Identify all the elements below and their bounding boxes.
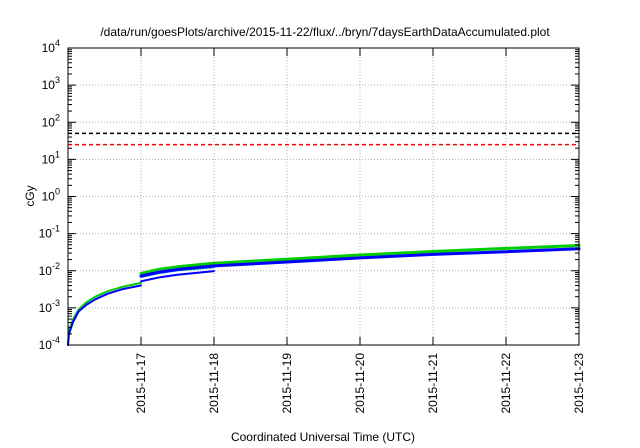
x-tick-label: 2015-11-18 bbox=[207, 353, 221, 414]
y-tick-base: 10 bbox=[42, 115, 56, 129]
y-tick-label: 10-2 bbox=[39, 261, 60, 278]
x-tick-label: 2015-11-21 bbox=[426, 353, 440, 414]
series-line bbox=[67, 284, 142, 346]
y-tick-exponent: -4 bbox=[52, 335, 60, 345]
x-tick-label: 2015-11-23 bbox=[572, 353, 586, 414]
series-line bbox=[139, 247, 581, 278]
y-tick-exponent: 2 bbox=[55, 112, 60, 122]
y-tick-base: 10 bbox=[42, 41, 56, 55]
y-tick-exponent: -3 bbox=[52, 298, 60, 308]
x-axis: 2015-11-17 2015-11-18 2015-11-19 2015-11-20… bbox=[134, 48, 586, 414]
reference-lines bbox=[68, 132, 579, 146]
x-tick-label: 2015-11-17 bbox=[134, 353, 148, 414]
y-tick-base: 10 bbox=[39, 338, 53, 352]
series-group bbox=[67, 244, 581, 346]
y-tick-label: 10-1 bbox=[39, 224, 60, 241]
y-tick-exponent: 0 bbox=[55, 187, 60, 197]
y-tick-label: 10-3 bbox=[39, 298, 60, 315]
y-tick-base: 10 bbox=[39, 264, 53, 278]
y-tick-label: 10-4 bbox=[39, 335, 60, 352]
y-tick-base: 10 bbox=[42, 78, 56, 92]
y-tick-label: 104 bbox=[42, 38, 60, 55]
y-tick-label: 102 bbox=[42, 112, 60, 129]
y-tick-exponent: -2 bbox=[52, 261, 60, 271]
y-tick-base: 10 bbox=[39, 227, 53, 241]
x-tick-label: 2015-11-22 bbox=[499, 353, 513, 414]
grid bbox=[68, 48, 579, 345]
series-line bbox=[67, 281, 142, 346]
y-tick-base: 10 bbox=[42, 152, 56, 166]
y-tick-label: 101 bbox=[42, 149, 60, 166]
y-tick-exponent: 1 bbox=[55, 149, 60, 159]
y-tick-label: 100 bbox=[42, 187, 60, 204]
y-tick-label: 103 bbox=[42, 75, 60, 92]
y-axis-title: cGy bbox=[23, 185, 37, 206]
y-tick-base: 10 bbox=[39, 301, 53, 315]
x-axis-title: Coordinated Universal Time (UTC) bbox=[231, 430, 415, 444]
y-tick-exponent: 3 bbox=[55, 75, 60, 85]
y-tick-exponent: 4 bbox=[55, 38, 60, 48]
series-line bbox=[139, 244, 581, 275]
y-tick-base: 10 bbox=[42, 190, 56, 204]
chart-title: /data/run/goesPlots/archive/2015-11-22/f… bbox=[100, 25, 550, 39]
x-tick-label: 2015-11-19 bbox=[280, 353, 294, 414]
y-tick-exponent: -1 bbox=[52, 224, 60, 234]
series-line bbox=[140, 270, 215, 283]
x-tick-label: 2015-11-20 bbox=[353, 353, 367, 414]
